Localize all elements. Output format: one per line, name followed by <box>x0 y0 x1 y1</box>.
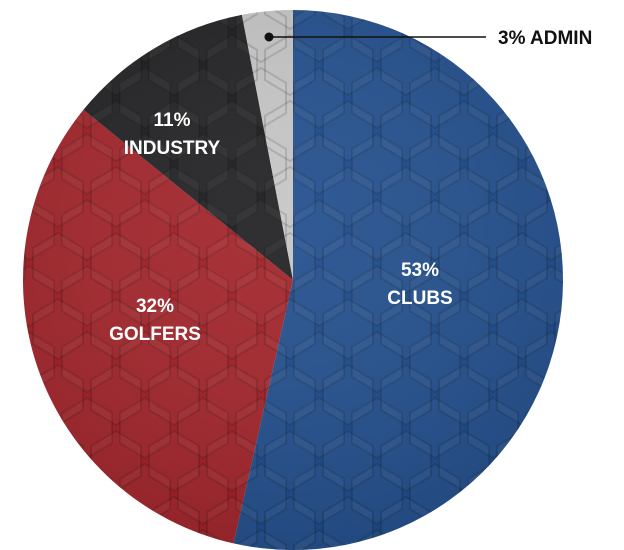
golfers-percent-label: 32% <box>136 296 174 317</box>
callout-dot <box>264 32 274 42</box>
industry-name-label: INDUSTRY <box>124 138 221 159</box>
slice-labels: 53% CLUBS 32% GOLFERS 11% INDUSTRY <box>109 110 453 345</box>
golfers-name-label: GOLFERS <box>109 324 201 345</box>
admin-callout: 3% ADMIN <box>264 28 592 49</box>
industry-percent-label: 11% <box>154 110 191 131</box>
admin-callout-label: 3% ADMIN <box>498 28 592 49</box>
clubs-percent-label: 53% <box>401 260 439 281</box>
clubs-name-label: CLUBS <box>387 288 452 309</box>
